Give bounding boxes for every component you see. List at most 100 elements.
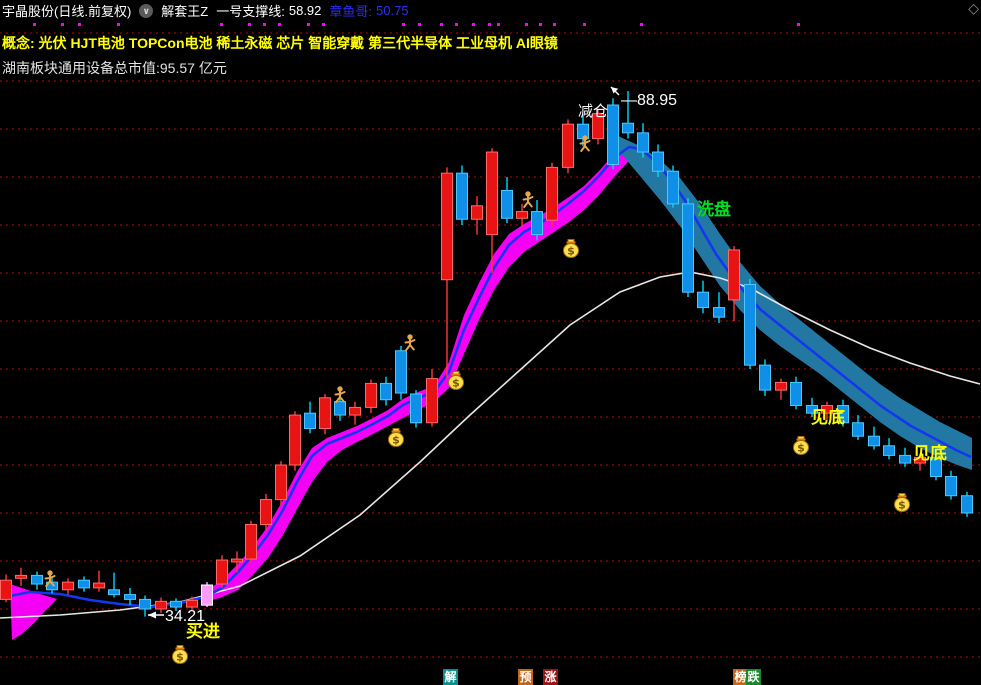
trader-person-icon bbox=[334, 386, 346, 403]
candle bbox=[0, 574, 12, 603]
signal-dot bbox=[488, 23, 491, 26]
footer-button-0[interactable]: 解 bbox=[443, 669, 458, 685]
candle-body bbox=[275, 464, 287, 501]
annotation-text: 洗盘 bbox=[697, 199, 731, 219]
candle bbox=[501, 177, 513, 224]
candle bbox=[607, 98, 619, 170]
signal-dot bbox=[583, 23, 586, 26]
candle bbox=[713, 292, 725, 323]
candle bbox=[744, 278, 756, 369]
candle bbox=[216, 555, 228, 588]
annotation-text: 见底 bbox=[913, 443, 947, 463]
candle-body bbox=[78, 579, 90, 589]
candle-body bbox=[775, 381, 787, 391]
signal-dot bbox=[553, 23, 556, 26]
signal-dot bbox=[402, 23, 405, 26]
candle-body bbox=[790, 381, 802, 406]
candle bbox=[260, 493, 272, 531]
candle-body bbox=[883, 445, 895, 456]
candle bbox=[31, 571, 43, 590]
candle-body bbox=[124, 594, 136, 600]
candle-body bbox=[108, 589, 120, 596]
candle-body bbox=[531, 211, 543, 236]
candle bbox=[319, 393, 331, 435]
signal-dot bbox=[307, 23, 310, 26]
candle-body bbox=[395, 350, 407, 394]
dollar-glyph: $ bbox=[898, 499, 906, 512]
candle-body bbox=[607, 104, 619, 166]
signal-dot bbox=[455, 23, 458, 26]
indicator-name: 解套王Z bbox=[161, 4, 209, 19]
candle-body bbox=[546, 166, 558, 221]
candle bbox=[837, 399, 849, 427]
support-line-metric: 一号支撑线: 58.92 bbox=[216, 1, 321, 20]
footer-button-1[interactable]: 预 bbox=[518, 669, 533, 685]
candle bbox=[667, 165, 679, 208]
candle bbox=[531, 200, 543, 241]
candle bbox=[289, 411, 301, 471]
candle bbox=[652, 144, 664, 177]
signal-dot bbox=[61, 23, 64, 26]
candle bbox=[486, 148, 498, 273]
candle bbox=[821, 401, 833, 421]
candle bbox=[380, 376, 392, 406]
footer-button-3[interactable]: 榜 bbox=[733, 669, 748, 685]
candle-body bbox=[186, 599, 198, 608]
candle bbox=[622, 91, 634, 139]
candle-body bbox=[15, 574, 27, 579]
candle-body bbox=[216, 559, 228, 585]
candle bbox=[231, 551, 243, 573]
trader-person-icon bbox=[522, 191, 534, 208]
octopus-label: 章鱼哥: bbox=[329, 4, 373, 19]
candle-body bbox=[914, 456, 926, 464]
candle-body bbox=[837, 404, 849, 424]
candle bbox=[562, 119, 574, 174]
signal-dot bbox=[322, 23, 325, 26]
moneybag-layer: $ $ $ $ $ $ bbox=[172, 239, 910, 664]
footer-button-2[interactable]: 涨 bbox=[543, 669, 558, 685]
candle bbox=[155, 597, 167, 613]
candle-body bbox=[471, 205, 483, 220]
candle-body bbox=[821, 404, 833, 414]
candle bbox=[304, 401, 316, 434]
stock-title: 宇晶股份(日线.前复权) bbox=[2, 4, 132, 19]
candle-body bbox=[245, 524, 257, 560]
candle bbox=[201, 582, 213, 608]
candle bbox=[170, 598, 182, 611]
moneybag-icon: $ bbox=[448, 371, 464, 390]
diamond-icon[interactable]: ◇ bbox=[968, 0, 979, 16]
support-line-value: 58.92 bbox=[288, 3, 322, 18]
candle-body bbox=[759, 364, 771, 391]
candle bbox=[592, 109, 604, 145]
chevron-circle-icon[interactable]: ∨ bbox=[139, 3, 154, 18]
candle-body bbox=[349, 406, 361, 416]
trader-person-icon bbox=[579, 135, 591, 152]
moneybag-icon: $ bbox=[563, 239, 579, 258]
candle-body bbox=[562, 123, 574, 168]
candle bbox=[806, 397, 818, 417]
annotation-arrowhead bbox=[611, 87, 619, 94]
candle bbox=[945, 470, 957, 500]
candle bbox=[93, 570, 105, 592]
candle bbox=[852, 415, 864, 441]
candle bbox=[108, 572, 120, 598]
market-cap-line: 湖南板块通用设备总市值:95.57 亿元 bbox=[2, 60, 227, 76]
candle-body bbox=[304, 412, 316, 430]
candle bbox=[456, 165, 468, 225]
candle-body bbox=[728, 249, 740, 301]
candle-body bbox=[139, 598, 151, 610]
annotation-reduce-position: 减仓 bbox=[578, 103, 608, 120]
candle-body bbox=[930, 456, 942, 478]
footer-button-4[interactable]: 跌 bbox=[746, 669, 761, 685]
moneybag-icon: $ bbox=[894, 493, 910, 512]
candle-body bbox=[426, 378, 438, 424]
candle-body bbox=[652, 151, 664, 172]
candle-body bbox=[852, 422, 864, 437]
octopus-metric: 章鱼哥: 50.75 bbox=[329, 1, 408, 20]
candle-body bbox=[744, 284, 756, 366]
candle-body bbox=[334, 401, 346, 416]
candle bbox=[637, 123, 649, 158]
candle bbox=[245, 520, 257, 563]
candle-body bbox=[622, 122, 634, 134]
